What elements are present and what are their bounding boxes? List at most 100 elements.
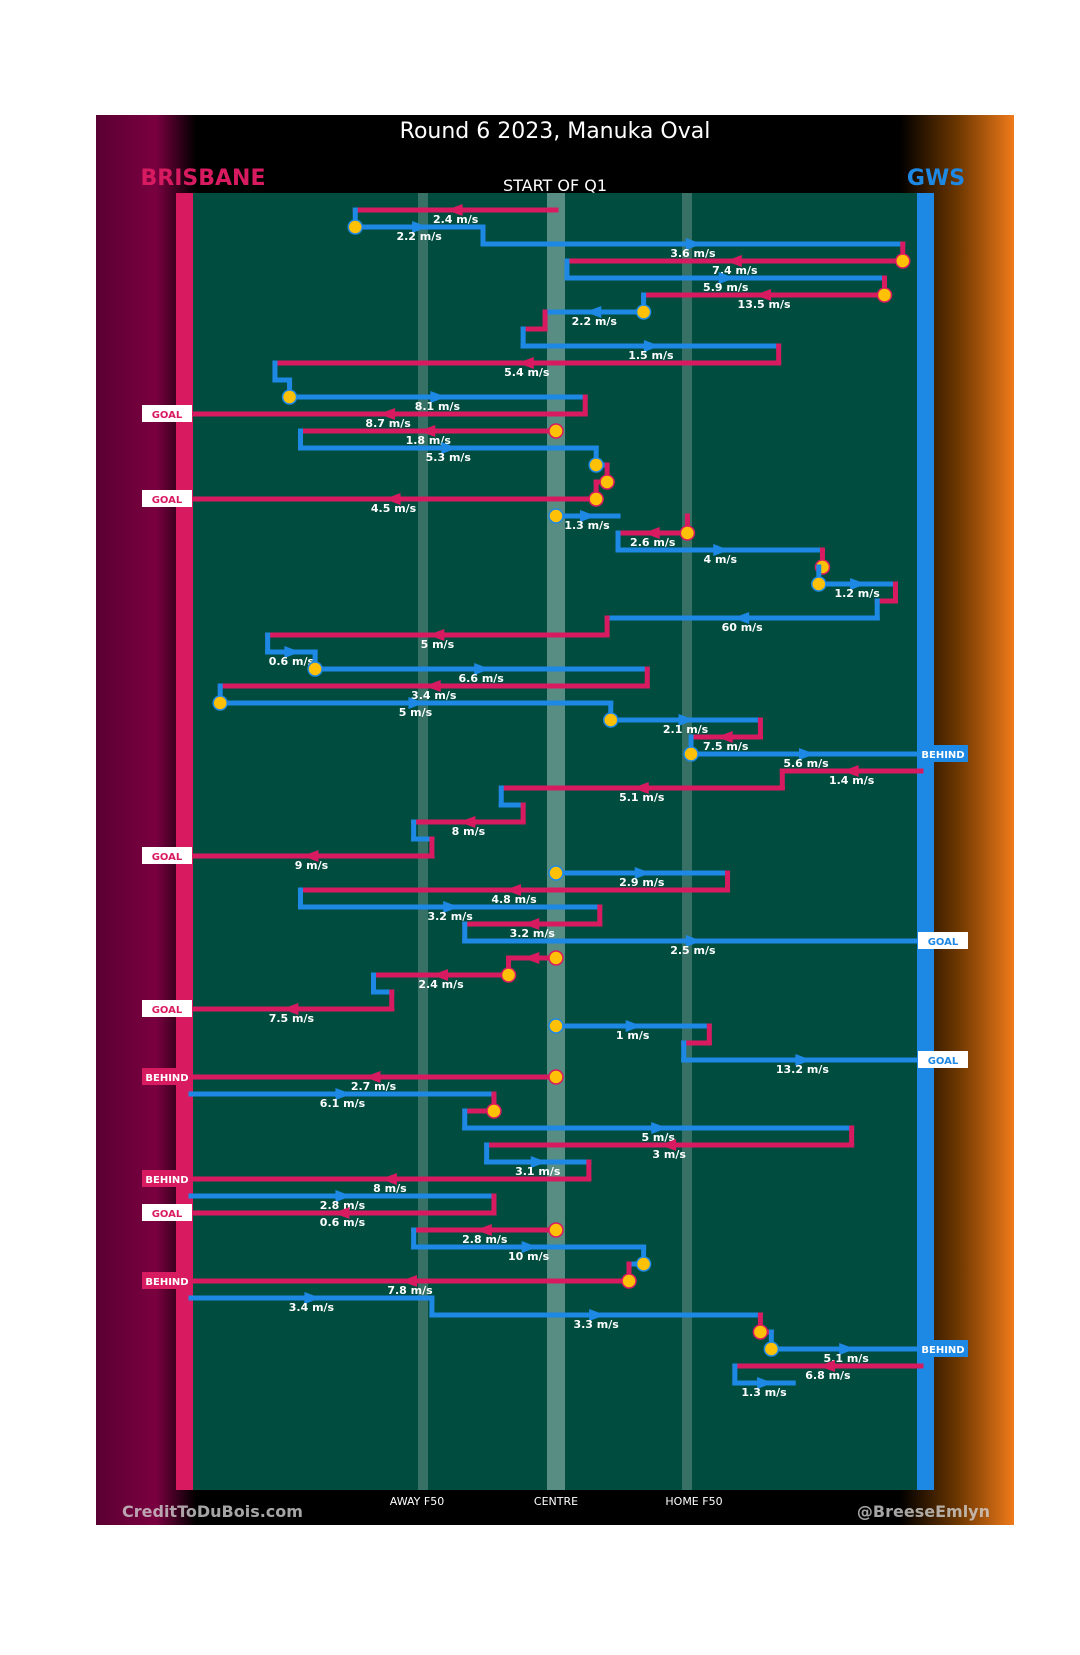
direction-arrow [580, 510, 597, 522]
speed-label: 3.2 m/s [510, 927, 556, 940]
speed-label: 13.2 m/s [776, 1063, 829, 1076]
speed-label: 13.5 m/s [738, 298, 791, 311]
direction-arrow [446, 204, 463, 216]
home-f50-line [682, 193, 692, 1490]
speed-label: 1.5 m/s [628, 349, 674, 362]
ball-marker [486, 1103, 502, 1119]
result-badge-label: GOAL [152, 852, 183, 863]
speed-label: 6.8 m/s [805, 1369, 851, 1382]
ball-marker [281, 389, 298, 405]
brisbane-goal-line [176, 193, 193, 1490]
direction-arrow [850, 578, 867, 590]
ball-marker [763, 1341, 780, 1357]
direction-arrow [304, 1292, 321, 1304]
result-badge [142, 1000, 192, 1017]
direction-arrow [842, 765, 859, 777]
speed-label: 2.4 m/s [433, 213, 479, 226]
direction-arrow [818, 1360, 835, 1372]
result-badge [918, 1340, 968, 1357]
speed-label: 3 m/s [652, 1148, 686, 1161]
speed-label: 3.4 m/s [289, 1301, 335, 1314]
ball-marker [548, 508, 564, 524]
speed-label: 60 m/s [722, 621, 764, 634]
result-badge-label: BEHIND [145, 1175, 188, 1186]
direction-arrow [839, 1343, 856, 1355]
direction-arrow [651, 1122, 668, 1134]
speed-label: 1.2 m/s [834, 587, 880, 600]
speed-label: 7.5 m/s [703, 740, 749, 753]
speed-label: 0.6 m/s [320, 1216, 366, 1229]
direction-arrow [799, 748, 816, 760]
result-badge [918, 1051, 968, 1068]
ball-marker [683, 746, 699, 762]
direction-arrow [459, 816, 476, 828]
result-badge [918, 745, 968, 762]
direction-arrow [474, 663, 491, 675]
direction-arrow [530, 1156, 547, 1168]
result-badge-label: BEHIND [145, 1277, 188, 1288]
result-badge-label: GOAL [928, 1056, 959, 1067]
ball-marker [548, 1018, 564, 1034]
speed-label: 2.9 m/s [619, 876, 665, 889]
x-tick-centre: CENTRE [534, 1495, 578, 1508]
ball-marker [599, 474, 615, 490]
direction-arrow [302, 850, 319, 862]
speed-label: 7.4 m/s [712, 264, 758, 277]
ball-marker [811, 576, 827, 592]
ball-marker [500, 967, 517, 983]
direction-arrow [521, 1241, 538, 1253]
direction-arrow [441, 442, 458, 454]
speed-label: 5.3 m/s [426, 451, 472, 464]
speed-label: 6.6 m/s [459, 672, 505, 685]
direction-arrow [685, 935, 702, 947]
speed-label: 4.8 m/s [491, 893, 537, 906]
direction-arrow [475, 1224, 492, 1236]
direction-arrow [284, 646, 301, 658]
ball-marker [212, 695, 228, 711]
result-badge-label: GOAL [152, 410, 183, 421]
ball-marker [307, 661, 323, 677]
ball-marker [603, 712, 619, 728]
speed-label: 3.4 m/s [411, 689, 457, 702]
speed-label: 2.5 m/s [670, 944, 716, 957]
direction-arrow [716, 731, 733, 743]
direction-arrow [755, 289, 772, 301]
speed-label: 7.8 m/s [387, 1284, 433, 1297]
result-badge-label: BEHIND [145, 1073, 188, 1084]
result-badge-label: GOAL [152, 495, 183, 506]
speed-label: 2.1 m/s [663, 723, 709, 736]
centre-line [547, 193, 565, 1490]
direction-arrow [432, 969, 449, 981]
direction-arrow [685, 238, 702, 250]
direction-arrow [443, 901, 460, 913]
ball-marker [548, 423, 564, 439]
credit-left: CreditToDuBois.com [122, 1502, 303, 1521]
ball-marker [876, 287, 893, 303]
speed-label: 8.1 m/s [415, 400, 461, 413]
ball-marker [621, 1273, 637, 1289]
ball-marker [347, 219, 363, 235]
result-badge-label: GOAL [928, 937, 959, 948]
speed-label: 2.8 m/s [462, 1233, 508, 1246]
gws-team-label: GWS [907, 166, 965, 191]
speed-label: 10 m/s [508, 1250, 550, 1263]
speed-label: 0.6 m/s [269, 655, 315, 668]
result-badge [142, 490, 192, 507]
direction-arrow [408, 697, 425, 709]
speed-label: 1.8 m/s [406, 434, 452, 447]
result-badge [142, 1068, 192, 1085]
speed-label: 2.4 m/s [418, 978, 464, 991]
speed-label: 3.1 m/s [515, 1165, 561, 1178]
speed-label: 1.3 m/s [564, 519, 610, 532]
result-badge-label: BEHIND [921, 750, 964, 761]
direction-arrow [625, 1020, 642, 1032]
direction-arrow [660, 1139, 677, 1151]
direction-arrow [634, 867, 651, 879]
ball-marker [635, 1256, 652, 1272]
segments-layer: 2.4 m/s 2.2 m/s 3.6 m/s 7.4 m/s 5.9 m/s 13.5 … [142, 204, 968, 1399]
speed-label: 3.3 m/s [573, 1318, 619, 1331]
x-tick-home-f50: HOME F50 [665, 1495, 722, 1508]
speed-label: 8.7 m/s [365, 417, 411, 430]
direction-arrow [412, 221, 429, 233]
